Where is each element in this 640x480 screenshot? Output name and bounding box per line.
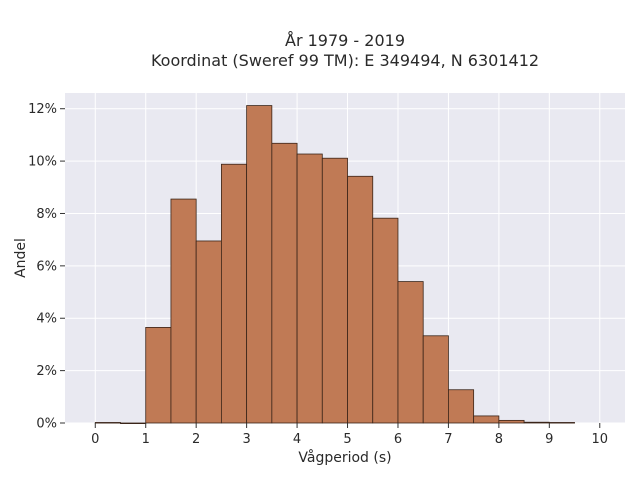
- y-tick-label-0: 0%: [36, 417, 57, 432]
- x-tick-label-5: 5: [343, 432, 351, 447]
- histogram-bar-17: [523, 421, 550, 424]
- histogram-bar-13: [422, 335, 449, 424]
- y-tick-label-6: 12%: [28, 102, 57, 117]
- y-tick-label-1: 2%: [36, 364, 57, 379]
- histogram-bar-7: [271, 142, 298, 424]
- histogram-bar-3: [170, 198, 197, 424]
- histogram-bar-4: [195, 240, 222, 424]
- x-tick-label-2: 2: [192, 432, 200, 447]
- histogram-bar-11: [372, 217, 399, 424]
- histogram-bar-2: [145, 327, 172, 424]
- chart-title-line-2: Koordinat (Sweref 99 TM): E 349494, N 63…: [151, 51, 539, 70]
- y-tick-label-2: 4%: [36, 312, 57, 327]
- histogram-bar-16: [498, 419, 525, 424]
- histogram-bar-5: [220, 163, 248, 424]
- y-tick-label-4: 8%: [36, 207, 57, 222]
- y-tick-label-3: 6%: [36, 259, 57, 274]
- y-axis-ticks: 0% 2% 4% 6% 8% 10% 12%: [28, 102, 65, 432]
- x-tick-label-4: 4: [293, 432, 301, 447]
- x-tick-label-0: 0: [91, 432, 99, 447]
- x-tick-label-7: 7: [444, 432, 452, 447]
- histogram-bar-15: [473, 415, 500, 424]
- x-axis-label: Vågperiod (s): [298, 449, 391, 466]
- histogram-bar-10: [347, 175, 374, 424]
- x-tick-label-6: 6: [394, 432, 402, 447]
- y-axis-label: Andel: [13, 238, 29, 278]
- x-tick-label-9: 9: [545, 432, 553, 447]
- histogram-bar-9: [321, 157, 348, 424]
- x-axis-ticks: 0 1 2 3 4 5 6 7 8 9 10: [91, 423, 608, 447]
- histogram-bar-0: [94, 422, 121, 424]
- x-tick-label-10: 10: [592, 432, 609, 447]
- x-tick-label-1: 1: [142, 432, 150, 447]
- histogram-bars: [94, 105, 575, 425]
- chart-title-line-1: År 1979 - 2019: [285, 31, 405, 50]
- y-tick-label-5: 10%: [28, 155, 57, 170]
- histogram-bar-14: [448, 389, 475, 424]
- histogram-bar-6: [246, 105, 273, 424]
- x-tick-label-3: 3: [242, 432, 250, 447]
- histogram-bar-1: [120, 422, 147, 425]
- x-tick-label-8: 8: [495, 432, 503, 447]
- histogram-bar-12: [397, 281, 424, 424]
- histogram-bar-18: [548, 422, 575, 424]
- histogram-bar-8: [296, 153, 323, 424]
